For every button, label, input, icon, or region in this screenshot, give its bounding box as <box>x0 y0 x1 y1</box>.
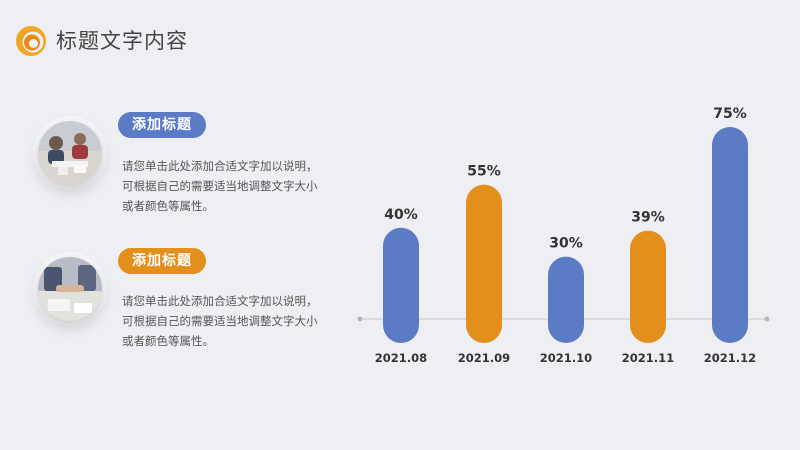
baseline-end-dot <box>764 316 770 322</box>
bar-2021.10 <box>548 256 584 343</box>
item-1-description: 请您单击此处添加合适文字加以说明， 可根据自己的需要适当地调整文字大小 或者颜色… <box>122 156 358 216</box>
value-label-2021.11: 39% <box>631 210 665 226</box>
item-2-line-1: 请您单击此处添加合适文字加以说明， <box>122 294 318 308</box>
item-1-line-2: 可根据自己的需要适当地调整文字大小 <box>122 179 318 193</box>
category-label-2021.12: 2021.12 <box>704 351 756 365</box>
item-2-line-2: 可根据自己的需要适当地调整文字大小 <box>122 314 318 328</box>
swirl-logo-icon <box>16 26 46 56</box>
item-2-line-3: 或者颜色等属性。 <box>122 334 214 348</box>
category-label-2021.09: 2021.09 <box>458 351 510 365</box>
item-2-badge: 添加标题 <box>118 248 206 274</box>
bar-2021.12 <box>712 127 748 343</box>
bar-2021.09 <box>466 184 502 343</box>
page-title: 标题文字内容 <box>56 29 188 53</box>
item-2-description: 请您单击此处添加合适文字加以说明， 可根据自己的需要适当地调整文字大小 或者颜色… <box>122 291 358 351</box>
value-label-2021.10: 30% <box>549 236 583 252</box>
value-label-2021.08: 40% <box>384 207 418 223</box>
value-label-2021.09: 55% <box>467 164 501 180</box>
category-label-2021.08: 2021.08 <box>375 351 427 365</box>
baseline-start-dot <box>357 316 363 322</box>
bar-2021.08 <box>383 227 419 343</box>
value-label-2021.12: 75% <box>713 106 747 122</box>
bar-2021.11 <box>630 230 666 343</box>
item-1-line-3: 或者颜色等属性。 <box>122 199 214 213</box>
item-1-line-1: 请您单击此处添加合适文字加以说明， <box>122 159 318 173</box>
category-label-2021.11: 2021.11 <box>622 351 674 365</box>
category-label-2021.10: 2021.10 <box>540 351 592 365</box>
item-1-badge: 添加标题 <box>118 112 206 138</box>
